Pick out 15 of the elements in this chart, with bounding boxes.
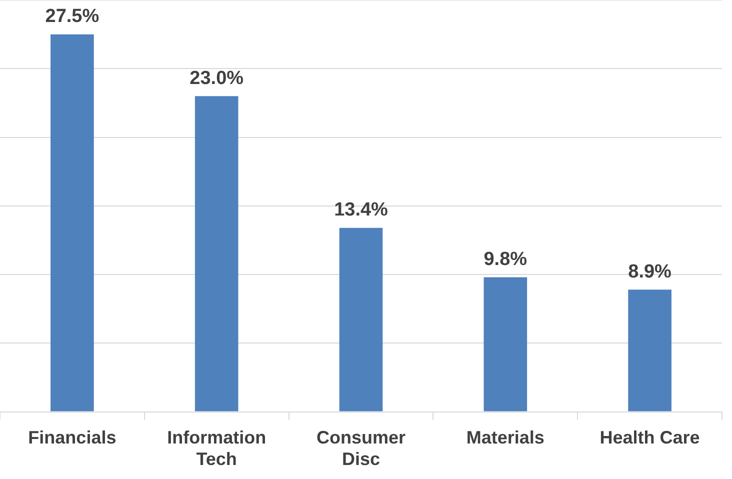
bar [50,34,94,412]
x-tick-label: Health Care [600,428,700,448]
bar [194,96,238,412]
x-tick-label: Consumer Disc [316,428,406,470]
x-tick-label: Information Tech [167,428,266,470]
data-label: 13.4% [334,200,388,221]
data-label: 9.8% [484,249,528,270]
x-tick-label: Financials [28,428,116,448]
data-label: 27.5% [45,6,100,28]
bar [628,290,672,412]
bar [339,228,383,412]
data-label: 23.0% [190,68,244,89]
bar [484,277,528,412]
x-tick-label: Materials [466,428,544,448]
data-label: 8.9% [628,261,672,282]
